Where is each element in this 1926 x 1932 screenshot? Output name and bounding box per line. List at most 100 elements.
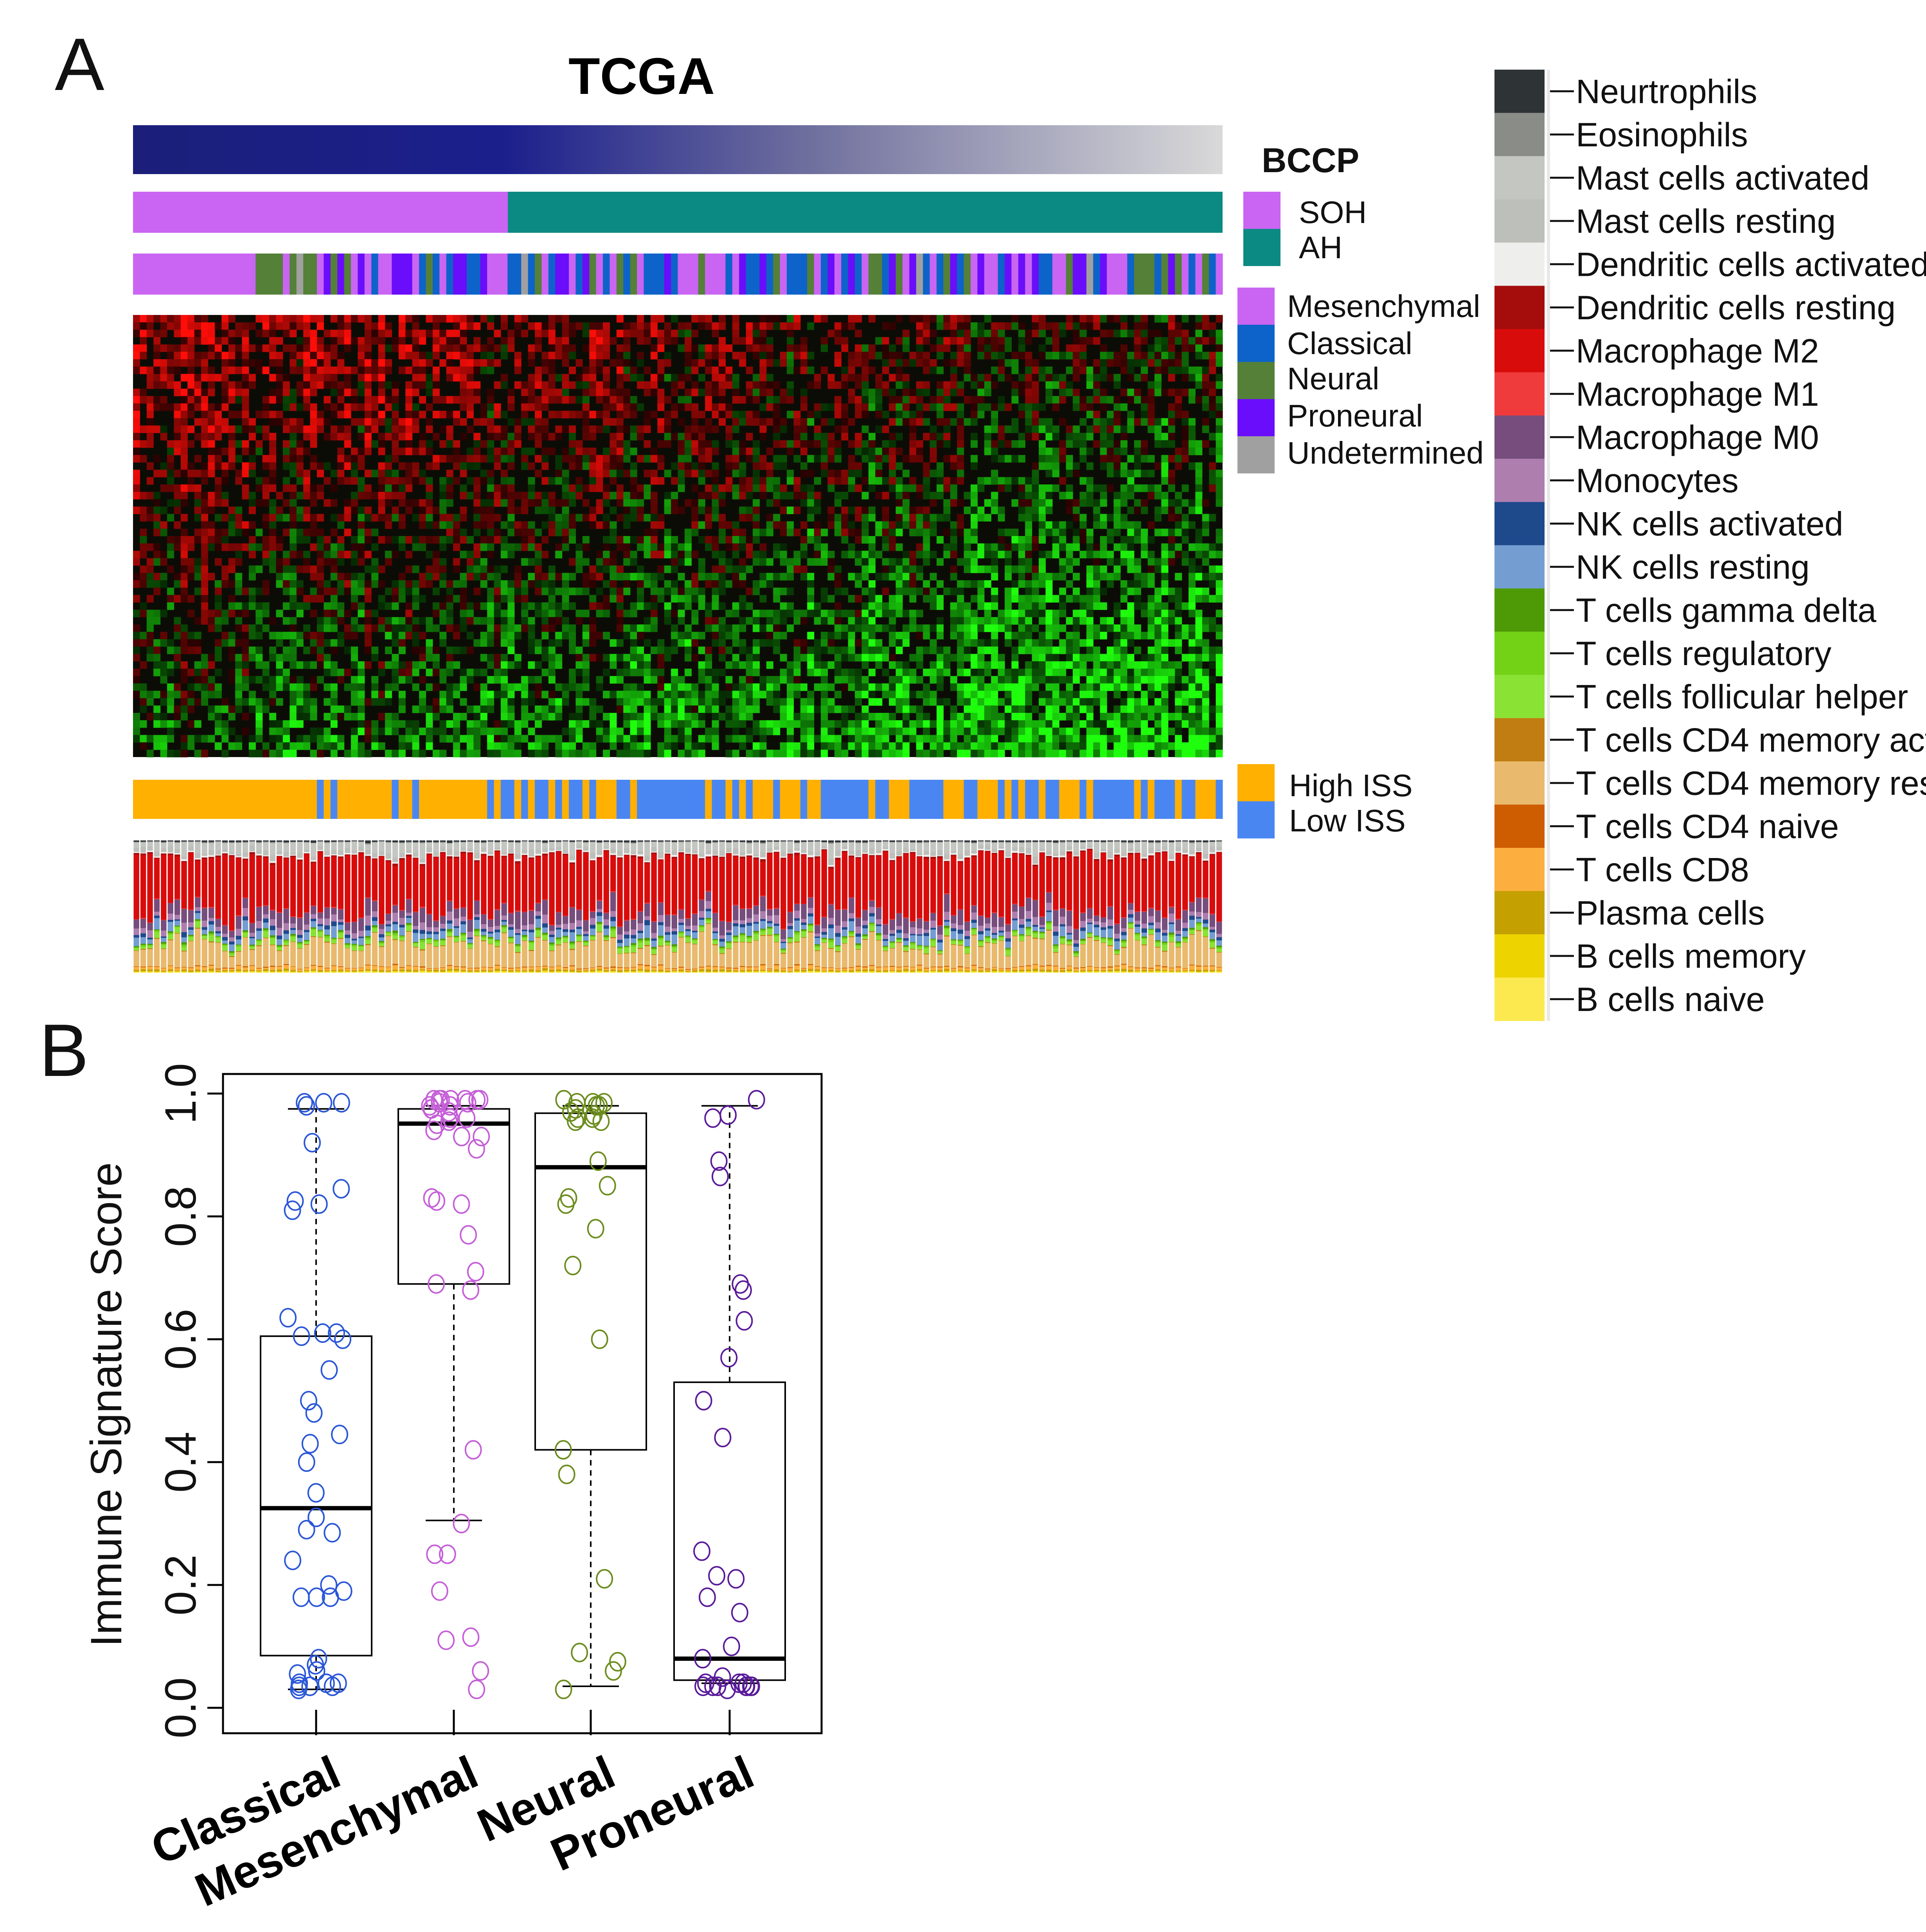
heatmap-cell	[630, 366, 637, 374]
heatmap-cell	[133, 352, 140, 360]
heatmap-cell	[1011, 580, 1019, 588]
heatmap-cell	[821, 433, 828, 441]
heatmap-cell	[146, 329, 154, 338]
heatmap-cell	[460, 514, 467, 522]
heatmap-cell	[1209, 595, 1216, 603]
heatmap-cell	[1066, 381, 1073, 389]
heatmap-cell	[991, 403, 998, 411]
heatmap-cell	[725, 381, 733, 389]
heatmap-cell	[194, 529, 201, 536]
heatmap-cell	[228, 639, 236, 647]
heatmap-cell	[562, 580, 569, 588]
subtype-cell	[603, 254, 610, 295]
heatmap-cell	[303, 403, 311, 411]
heatmap-cell	[1161, 337, 1169, 345]
heatmap-cell	[303, 492, 311, 500]
heatmap-cell	[923, 381, 930, 389]
heatmap-cell	[405, 366, 413, 374]
heatmap-cell	[610, 558, 617, 566]
heatmap-cell	[752, 470, 760, 477]
heatmap-cell	[1011, 389, 1019, 396]
heatmap-cell	[630, 410, 637, 419]
heatmap-cell	[1018, 631, 1025, 640]
heatmap-cell	[1161, 543, 1169, 551]
heatmap-cell	[725, 366, 733, 374]
heatmap-cell	[752, 506, 760, 514]
heatmap-cell	[1005, 484, 1012, 492]
heatmap-cell	[194, 565, 201, 573]
heatmap-cell	[991, 381, 998, 389]
heatmap-cell	[364, 492, 372, 500]
heatmap-cell	[1018, 322, 1025, 330]
heatmap-cell	[841, 587, 849, 595]
heatmap-cell	[235, 573, 243, 581]
heatmap-cell	[405, 477, 413, 485]
heatmap-cell	[146, 403, 154, 411]
heatmap-cell	[691, 573, 699, 581]
heatmap-cell	[1052, 381, 1059, 389]
heatmap-cell	[351, 558, 358, 566]
heatmap-cell	[358, 543, 365, 551]
heatmap-cell	[351, 470, 358, 477]
heatmap-cell	[1052, 396, 1059, 404]
heatmap-cell	[187, 410, 195, 419]
heatmap-cell	[296, 403, 304, 411]
heatmap-cell	[998, 610, 1005, 617]
heatmap-cell	[426, 506, 433, 514]
heatmap-cell	[896, 337, 903, 345]
heatmap-cell	[221, 536, 229, 544]
heatmap-cell	[290, 425, 297, 433]
heatmap-cell	[691, 329, 699, 338]
heatmap-cell	[678, 610, 685, 617]
heatmap-cell	[875, 425, 883, 433]
heatmap-cell	[494, 410, 501, 419]
heatmap-cell	[834, 521, 842, 529]
heatmap-cell	[180, 580, 188, 588]
heatmap-cell	[1202, 499, 1209, 507]
heatmap-cell	[1100, 403, 1107, 411]
heatmap-cell	[337, 389, 345, 396]
subtype-cell	[439, 254, 447, 295]
heatmap-cell	[1120, 344, 1128, 352]
heatmap-cell	[1147, 329, 1155, 338]
heatmap-cell	[133, 477, 140, 485]
heatmap-cell	[1147, 595, 1155, 603]
heatmap-cell	[746, 617, 753, 625]
heatmap-cell	[950, 322, 957, 330]
heatmap-cell	[848, 389, 855, 396]
heatmap-cell	[214, 529, 222, 536]
heatmap-cell	[1045, 624, 1053, 632]
heatmap-cell	[337, 631, 345, 640]
heatmap-cell	[392, 492, 399, 500]
heatmap-cell	[773, 315, 780, 323]
heatmap-cell	[1086, 410, 1093, 419]
heatmap-cell	[1073, 499, 1080, 507]
heatmap-cell	[548, 580, 556, 588]
heatmap-cell	[432, 610, 440, 617]
heatmap-cell	[310, 315, 317, 323]
heatmap-cell	[160, 573, 167, 581]
heatmap-cell	[671, 536, 678, 544]
heatmap-cell	[1216, 624, 1223, 632]
heatmap-cell	[800, 550, 807, 559]
heatmap-cell	[1079, 536, 1087, 544]
heatmap-cell	[324, 352, 331, 360]
heatmap-cell	[180, 470, 188, 477]
heatmap-cell	[1120, 462, 1128, 470]
heatmap-cell	[534, 499, 542, 507]
heatmap-cell	[248, 565, 256, 573]
heatmap-cell	[1181, 455, 1189, 463]
heatmap-cell	[269, 329, 277, 338]
heatmap-cell	[208, 654, 215, 662]
heatmap-cell	[194, 329, 201, 338]
heatmap-cell	[507, 587, 515, 595]
heatmap-cell	[1127, 477, 1135, 485]
heatmap-cell	[214, 410, 222, 419]
heatmap-cell	[691, 418, 699, 426]
heatmap-cell	[337, 573, 345, 581]
heatmap-cell	[262, 484, 270, 492]
heatmap-cell	[650, 646, 658, 654]
heatmap-cell	[1154, 617, 1162, 625]
heatmap-cell	[248, 595, 256, 603]
heatmap-cell	[623, 352, 631, 360]
